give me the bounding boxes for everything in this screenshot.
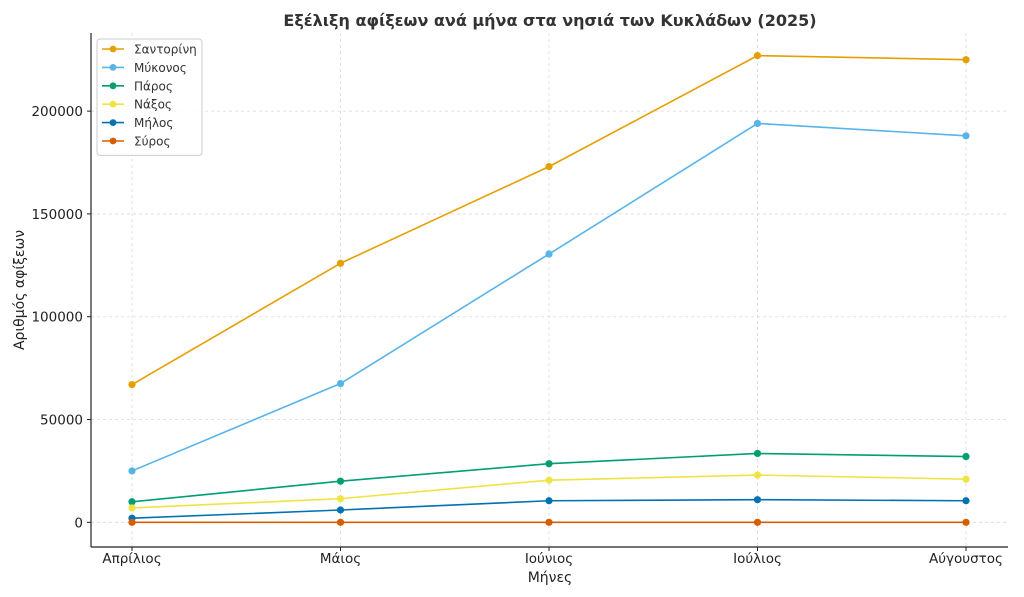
data-point — [753, 119, 762, 128]
data-point — [545, 518, 553, 526]
legend-label: Σύρος — [134, 135, 171, 149]
legend-marker — [109, 45, 117, 53]
data-point — [753, 518, 762, 526]
data-point — [336, 379, 345, 388]
data-point — [962, 56, 970, 64]
series-lines — [128, 52, 970, 526]
x-tick-label: Ιούλιος — [733, 551, 782, 567]
data-point — [753, 52, 762, 60]
data-point — [962, 475, 970, 483]
x-tick-label: Ιούνιος — [525, 551, 573, 567]
series-3 — [128, 449, 970, 506]
x-tick-label: Αύγουστος — [929, 551, 1003, 567]
y-tick-label: 0 — [74, 515, 83, 531]
chart-title: Εξέλιξη αφίξεων ανά μήνα στα νησιά των Κ… — [283, 11, 816, 30]
data-point — [128, 498, 136, 506]
data-point — [753, 471, 762, 479]
data-point — [962, 452, 970, 461]
data-point — [336, 495, 345, 503]
y-tick-label: 50000 — [40, 413, 83, 429]
series-1 — [128, 52, 970, 389]
y-ticks: 0 50000 100000 150000 200000 — [31, 104, 91, 531]
x-tick-label: Μάιος — [320, 551, 361, 567]
legend-item: Πάρος — [102, 79, 173, 93]
legend-item: Σαντορίνη — [102, 43, 197, 57]
legend-item: Μύκονος — [102, 61, 187, 75]
legend-label: Μύκονος — [134, 61, 187, 75]
series-4 — [128, 471, 970, 512]
grid — [91, 33, 1008, 547]
legend-label: Σαντορίνη — [134, 43, 197, 57]
y-tick-label: 100000 — [31, 310, 83, 326]
data-point — [336, 259, 345, 267]
legend-item: Μήλος — [102, 116, 173, 130]
data-point — [128, 504, 136, 512]
legend-marker — [109, 82, 117, 90]
legend-marker — [109, 100, 117, 108]
legend-item: Σύρος — [102, 135, 171, 149]
legend-label: Μήλος — [134, 116, 173, 130]
data-point — [753, 449, 762, 458]
legend-marker — [109, 137, 117, 145]
data-point — [128, 467, 136, 475]
data-point — [128, 518, 136, 526]
data-point — [128, 380, 136, 389]
legend-marker — [109, 64, 117, 71]
legend-label: Νάξος — [134, 98, 172, 112]
data-point — [545, 497, 553, 505]
data-point — [753, 496, 762, 504]
x-axis-label: Μήνες — [528, 570, 573, 586]
data-point — [545, 476, 553, 484]
series-6 — [128, 518, 970, 526]
x-tick-label: Απρίλιος — [102, 551, 161, 567]
data-point — [336, 477, 345, 485]
y-axis-label: Αριθμός αφίξεων — [12, 230, 28, 350]
data-point — [336, 506, 345, 514]
y-tick-label: 200000 — [31, 104, 83, 120]
data-point — [545, 163, 553, 171]
legend: Σαντορίνη Μύκονος Πάρος Νάξος Μήλος Σύρος — [96, 38, 203, 156]
legend-item: Νάξος — [102, 98, 172, 112]
data-point — [962, 497, 970, 505]
data-point — [962, 518, 970, 526]
data-point — [545, 250, 553, 258]
data-point — [336, 518, 345, 526]
data-point — [545, 460, 553, 468]
series-5 — [128, 496, 970, 522]
legend-marker — [109, 119, 117, 126]
legend-label: Πάρος — [134, 79, 173, 93]
y-tick-label: 150000 — [31, 207, 83, 223]
axes — [90, 33, 1008, 548]
series-2 — [128, 119, 970, 475]
data-point — [962, 132, 970, 140]
x-ticks: Απρίλιος Μάιος Ιούνιος Ιούλιος Αύγουστος — [102, 547, 1003, 567]
